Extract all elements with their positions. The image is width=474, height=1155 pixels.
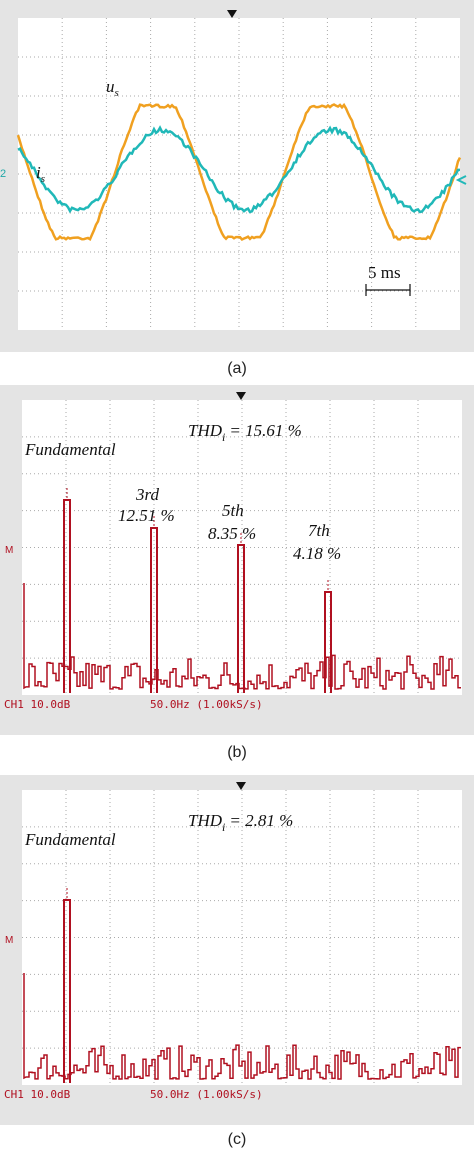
noise-floor: [23, 973, 461, 1080]
voltage-trace: [16, 102, 462, 242]
footer-left: CH1 10.0dB: [4, 698, 71, 711]
fundamental-label: Fundamental: [24, 440, 116, 459]
voltage-label: us: [106, 77, 119, 99]
marker: M: [5, 545, 13, 556]
footer-right: 50.0Hz (1.00kS/s): [150, 1088, 263, 1101]
harmonic-order: 7th: [308, 521, 330, 540]
ref-arrow: [455, 175, 467, 185]
harmonic-value: 8.35 %: [208, 524, 256, 543]
footer-left: CH1 10.0dB: [4, 1088, 71, 1101]
caption: (b): [227, 744, 247, 761]
current-trace: [17, 125, 460, 214]
scale-label: 5 ms: [368, 263, 401, 282]
harmonic-value: 12.51 %: [118, 506, 175, 525]
harmonic-spike: [63, 499, 71, 693]
current-label: is: [36, 163, 45, 185]
trigger-arrow: [236, 782, 246, 790]
scale-bar: [365, 284, 411, 296]
noise-floor: [23, 583, 461, 690]
harmonic-order: 5th: [222, 501, 244, 520]
harmonic-spike: [237, 544, 245, 693]
channel-marker: 2: [0, 168, 6, 180]
trigger-arrow: [236, 392, 246, 400]
thd-label: THDi = 2.81 %: [188, 811, 293, 834]
footer-right: 50.0Hz (1.00kS/s): [150, 698, 263, 711]
thd-label: THDi = 15.61 %: [188, 421, 302, 444]
harmonic-spike: [150, 527, 158, 693]
trigger-arrow: [227, 10, 237, 18]
harmonic-spike: [63, 899, 71, 1083]
marker: M: [5, 935, 13, 946]
caption: (c): [228, 1131, 247, 1148]
harmonic-value: 4.18 %: [293, 544, 341, 563]
fundamental-label: Fundamental: [24, 830, 116, 849]
harmonic-order: 3rd: [135, 485, 159, 504]
caption: (a): [227, 360, 247, 377]
harmonic-spike: [324, 591, 332, 693]
